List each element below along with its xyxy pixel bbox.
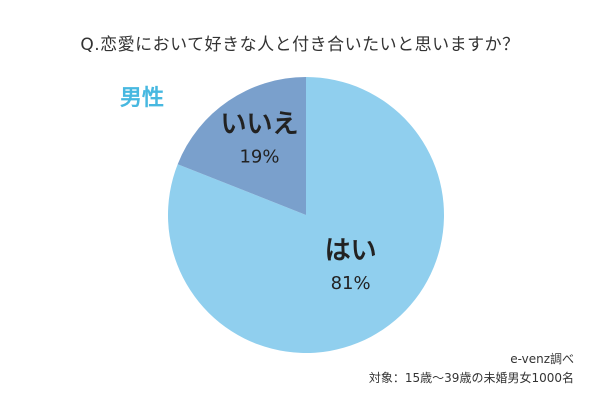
pie-slice-no [177, 77, 306, 215]
slice-label-no: いいえ [220, 110, 298, 140]
source-note: e-venz調べ [510, 352, 574, 366]
slice-label-yes: はい [325, 236, 377, 266]
chart-title: Q.恋愛において好きな人と付き合いたいと思いますか？ [80, 35, 520, 55]
group-label: 男性 [120, 86, 165, 111]
slice-value-no: 19% [239, 147, 279, 168]
slice-value-yes: 81% [331, 273, 371, 294]
subjects-note: 対象：15歳～39歳の未婚男女1000名 [368, 371, 574, 385]
